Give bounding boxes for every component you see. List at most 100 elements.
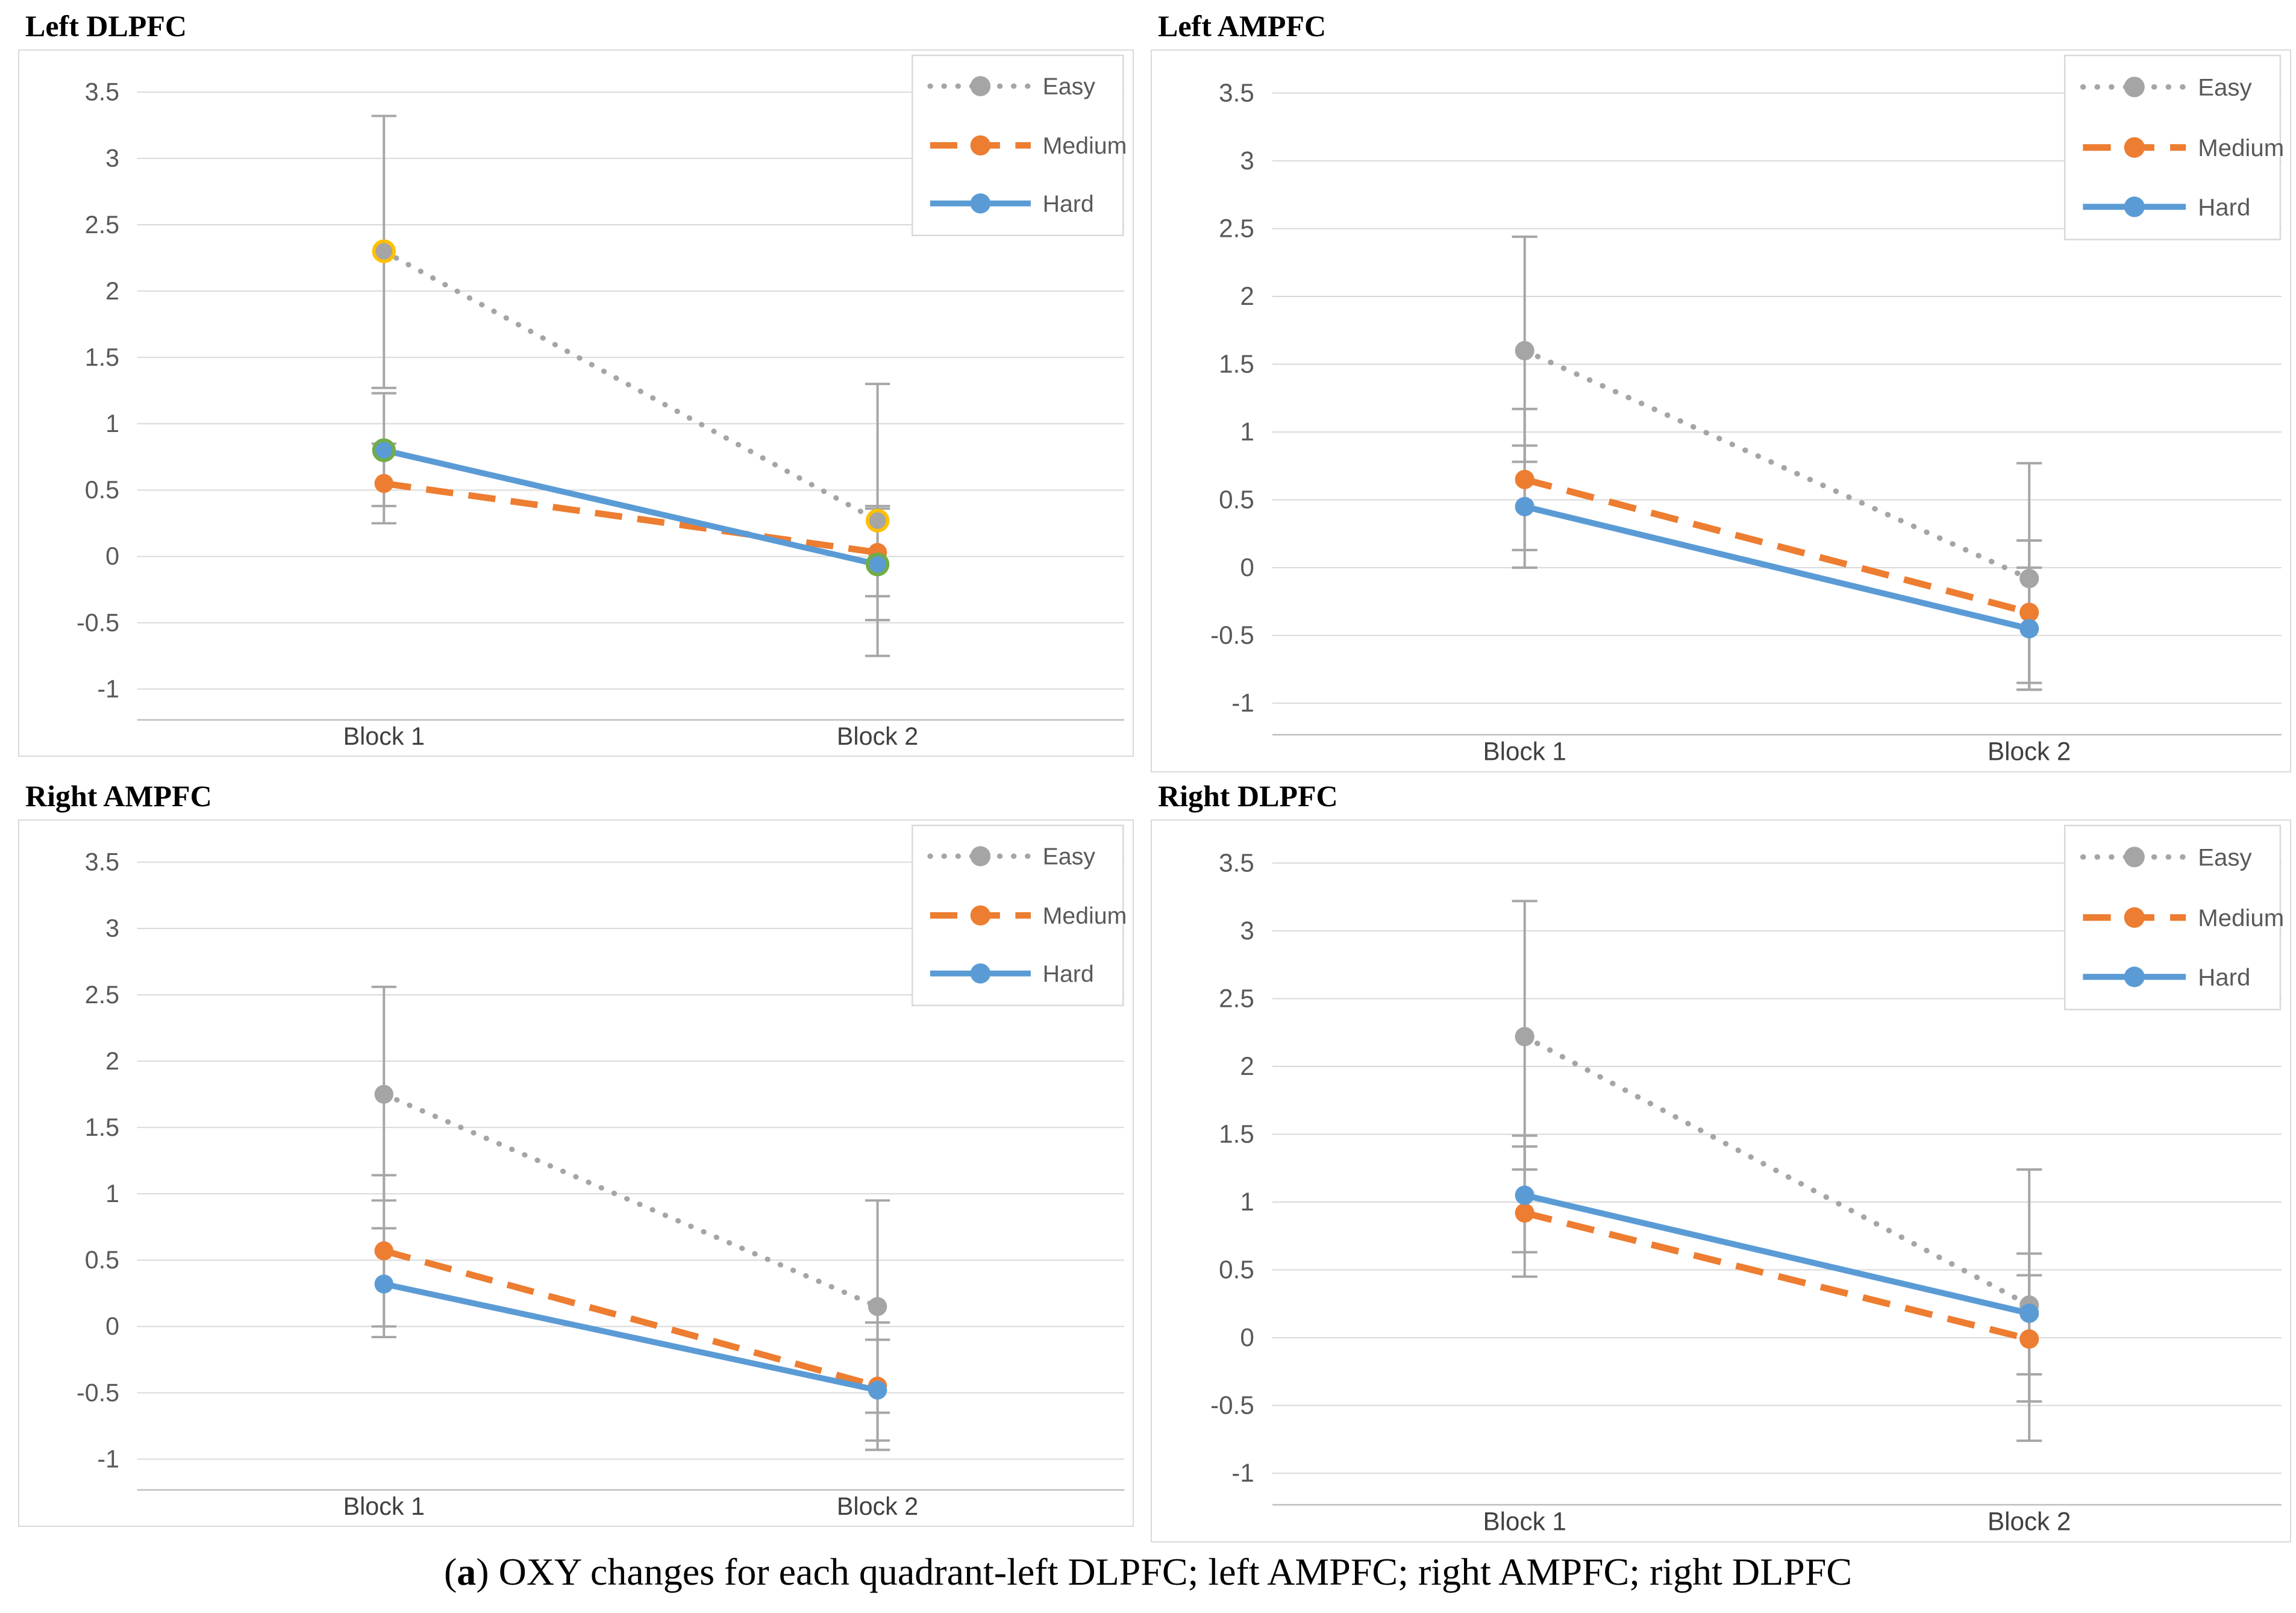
chart-frame-right-dlpfc: 3.5 3 2.5 2 1.5 1 0.5 0 -0.5 -1 Block 1 Block 2 Easy…: [1151, 819, 2291, 1543]
legend-label: Medium: [1043, 903, 1127, 929]
legend-marker: [2124, 966, 2145, 988]
y-tick-label: -1: [1231, 689, 1254, 717]
easy-series-line: [1522, 348, 2032, 581]
y-tick-label: 1.5: [85, 343, 119, 371]
chart-title-right-ampfc: Right AMPFC: [25, 779, 212, 813]
medium-marker: [374, 474, 393, 493]
caption-panel-letter: a: [457, 1550, 477, 1593]
hard-series-line: [383, 1281, 878, 1393]
x-category-label: Block 1: [1483, 738, 1566, 766]
medium-marker: [1515, 1203, 1534, 1223]
y-tick-label: -0.5: [1210, 621, 1254, 650]
y-tick-label: -1: [1231, 1459, 1254, 1487]
hard-marker: [868, 1380, 887, 1400]
chart-plot-right-ampfc: 3.5 3 2.5 2 1.5 1 0.5 0 -0.5 -1 Block 1 Block 2 Easy…: [77, 824, 1127, 1520]
x-category-label: Block 1: [343, 722, 425, 750]
legend-marker: [970, 846, 991, 866]
y-tick-label: 3: [105, 915, 119, 942]
hard-series-line: [1524, 1192, 2030, 1317]
legend-marker: [970, 905, 991, 926]
chart-plot-left-ampfc: 3.5 3 2.5 2 1.5 1 0.5 0 -0.5 -1 Block 1 Block 2 Easy…: [1210, 54, 2284, 766]
easy-series-line: [1522, 1033, 2032, 1308]
medium-marker: [374, 1241, 393, 1261]
legend-label: Medium: [2198, 904, 2284, 932]
y-tick-label: 2: [105, 1047, 119, 1075]
y-tick-label: 2.5: [1219, 214, 1254, 242]
legend-marker: [970, 135, 991, 155]
y-tick-label: -0.5: [77, 609, 119, 636]
caption-open-paren: (: [443, 1550, 457, 1593]
easy-marker: [865, 509, 890, 533]
hard-series-line: [383, 447, 878, 568]
legend-marker: [970, 193, 991, 214]
legend-label: Medium: [1043, 133, 1127, 159]
legend-marker: [2124, 907, 2145, 928]
y-tick-label: 0: [1240, 553, 1254, 581]
medium-series-line: [383, 480, 878, 556]
hard-marker: [1515, 1185, 1534, 1205]
chart-frame-right-ampfc: 3.5 3 2.5 2 1.5 1 0.5 0 -0.5 -1 Block 1 Block 2 Easy…: [18, 819, 1134, 1527]
y-tick-label: 3: [1240, 916, 1254, 945]
chart-title-left-ampfc: Left AMPFC: [1158, 9, 1327, 43]
y-tick-label: -1: [97, 1445, 119, 1473]
y-tick-label: 3: [1240, 146, 1254, 175]
legend-marker: [2124, 847, 2145, 868]
easy-series-line: [381, 248, 881, 524]
y-tick-label: 2.5: [85, 981, 119, 1009]
x-category-label: Block 1: [343, 1492, 425, 1520]
medium-marker: [2019, 603, 2039, 622]
chart-card-left-ampfc: Left AMPFC 3.5 3 2.5 2 1.5 1 0.5 0 -0.5 -1 Block 1…: [1151, 2, 2291, 772]
chart-title-right-dlpfc: Right DLPFC: [1158, 779, 1338, 813]
y-tick-label: 1.5: [85, 1113, 119, 1141]
y-tick-label: 0.5: [85, 476, 119, 504]
y-tick-label: 1.5: [1219, 350, 1254, 378]
y-tick-label: -0.5: [77, 1379, 119, 1406]
legend-marker: [2124, 137, 2145, 158]
legend-label: Hard: [2198, 193, 2250, 221]
legend-marker: [970, 76, 991, 96]
chart-title-left-dlpfc: Left DLPFC: [25, 9, 187, 43]
x-category-label: Block 1: [1483, 1508, 1566, 1536]
chart-frame-left-dlpfc: 3.5 3 2.5 2 1.5 1 0.5 0 -0.5 -1 Block 1 Block 2 Easy…: [18, 49, 1134, 757]
y-tick-label: -0.5: [1210, 1391, 1254, 1420]
medium-series-line: [383, 1247, 879, 1389]
y-tick-label: 2: [1240, 282, 1254, 310]
hard-series-line: [1524, 503, 2030, 632]
legend-label: Easy: [1043, 844, 1096, 870]
easy-marker: [372, 239, 396, 263]
legend-label: Hard: [2198, 963, 2250, 991]
easy-marker: [374, 1085, 393, 1104]
medium-marker: [1515, 469, 1534, 489]
medium-marker: [2019, 1329, 2039, 1349]
y-tick-label: 1: [1240, 1188, 1254, 1216]
easy-marker: [868, 1297, 887, 1317]
legend-marker: [970, 963, 991, 984]
y-tick-label: 0.5: [85, 1246, 119, 1274]
x-category-label: Block 2: [1988, 1508, 2071, 1536]
legend-label: Hard: [1043, 960, 1094, 987]
legend-label: Easy: [1043, 74, 1096, 100]
y-tick-label: 3.5: [1219, 78, 1254, 107]
y-tick-label: 2: [1240, 1052, 1254, 1080]
y-tick-label: 1.5: [1219, 1120, 1254, 1148]
medium-series-line: [1524, 1209, 2030, 1342]
y-tick-label: 0.5: [1219, 1256, 1254, 1284]
legend-label: Easy: [2198, 844, 2252, 871]
easy-marker: [1515, 340, 1534, 361]
y-tick-label: 0: [1240, 1323, 1254, 1351]
chart-card-right-dlpfc: Right DLPFC 3.5 3 2.5 2 1.5 1 0.5 0 -0.5 -1 Block …: [1151, 772, 2291, 1543]
x-category-label: Block 2: [1988, 738, 2071, 766]
y-tick-label: 0: [105, 542, 119, 570]
hard-marker: [1515, 496, 1534, 516]
y-tick-label: 1: [105, 410, 119, 437]
hard-marker: [374, 1274, 393, 1294]
x-category-label: Block 2: [837, 722, 918, 750]
legend-label: Easy: [2198, 74, 2252, 101]
caption-text: ) OXY changes for each quadrant-left DLP…: [476, 1550, 1853, 1593]
legend-marker: [2124, 77, 2145, 98]
y-tick-label: -1: [97, 675, 119, 703]
chart-card-right-ampfc: Right AMPFC 3.5 3 2.5 2 1.5 1 0.5 0 -0.5 -1 Block …: [18, 772, 1134, 1527]
hard-marker: [865, 553, 890, 577]
easy-series-line: [381, 1091, 881, 1309]
